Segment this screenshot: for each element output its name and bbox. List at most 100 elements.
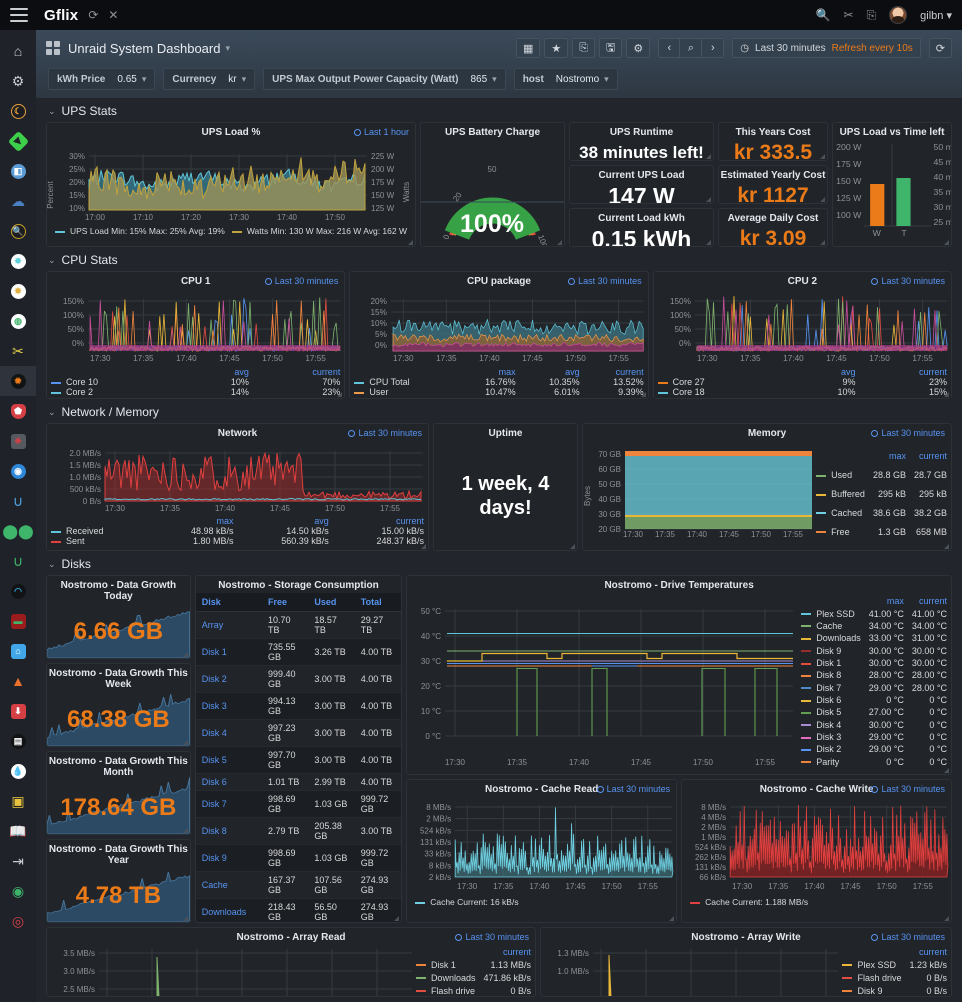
legend-item[interactable]: Disk 1 30.00 °C 30.00 °C: [797, 657, 951, 669]
sidebar-item-dots[interactable]: ⬤⬤: [0, 516, 36, 546]
panel-storage-consumption[interactable]: Nostromo - Storage Consumption Disk Free U…: [194, 575, 403, 923]
sidebar-item-shield[interactable]: ⬟: [0, 396, 36, 426]
search-icon[interactable]: 🔍: [815, 8, 831, 22]
legend-item[interactable]: Downloads 471.86 kB/s: [412, 971, 535, 984]
sidebar-item-lazy-librarian[interactable]: ▤: [0, 726, 36, 756]
resize-handle[interactable]: [421, 544, 426, 549]
resize-handle[interactable]: [669, 916, 675, 921]
resize-handle[interactable]: [944, 916, 949, 921]
sidebar-item-settings[interactable]: ⚙: [0, 66, 36, 96]
copy-icon[interactable]: ⎘: [866, 7, 877, 22]
legend-item[interactable]: Plex SSD 41.00 °C 41.00 °C: [797, 607, 951, 619]
legend-item[interactable]: CPU Total 16.76% 10.35% 13.52%: [350, 377, 647, 387]
panel-uptime[interactable]: Uptime 1 week, 4 days!: [433, 423, 578, 551]
column-header[interactable]: Used: [308, 593, 355, 612]
legend-item[interactable]: Disk 5 27.00 °C 0 °C: [797, 706, 951, 718]
panel-ups-load[interactable]: UPS Load % Last 1 hour 30% 25% 20% 15% 10% 22…: [46, 122, 416, 247]
legend-item[interactable]: Core 10 10% 70%: [47, 377, 344, 387]
sidebar-item-home[interactable]: ⌂: [0, 36, 36, 66]
legend-item[interactable]: Flash drive 0 B/s: [838, 971, 951, 984]
table-row[interactable]: Disk 3 994.13 GB 3.00 TB 4.00 TB: [195, 692, 402, 720]
avatar[interactable]: [889, 6, 908, 24]
resize-handle[interactable]: [182, 740, 188, 745]
time-forward-button[interactable]: ›: [702, 38, 725, 58]
column-header[interactable]: Disk: [195, 593, 262, 612]
sidebar-item-horseshoe[interactable]: ∪: [0, 546, 36, 576]
sidebar-item-sonarr[interactable]: ✸: [0, 276, 36, 306]
panel-data-growth-week[interactable]: Nostromo - Data Growth This Week 68.38 GB: [46, 663, 191, 747]
table-row[interactable]: Disk 4 997.23 GB 3.00 TB 4.00 TB: [195, 719, 402, 747]
panel-ups-battery[interactable]: UPS Battery Charge 0 20 50 100 100%: [420, 122, 565, 247]
legend-item[interactable]: Disk 1 1.13 MB/s: [412, 958, 535, 971]
legend-item[interactable]: Sent 1.80 MB/s 560.39 kB/s 248.37 kB/s: [47, 536, 428, 546]
legend-item[interactable]: Watts Min: 130 W Max: 216 W Avg: 162 W: [231, 226, 407, 236]
panel-data-growth-today[interactable]: Nostromo - Data Growth Today 6.66 GB: [46, 575, 191, 659]
sidebar-item-water-drop[interactable]: 💧: [0, 756, 36, 786]
variable-currency[interactable]: Currency kr ▾: [163, 68, 256, 90]
variable-value[interactable]: 865 ▾: [470, 73, 497, 85]
sidebar-item-grafana[interactable]: ✹: [0, 366, 36, 396]
table-row[interactable]: Disk 8 2.79 TB 205.38 GB 3.00 TB: [195, 817, 402, 845]
table-row[interactable]: Disk 7 998.69 GB 1.03 GB 999.72 GB: [195, 790, 402, 818]
row-header-disks[interactable]: ⌄ Disks: [46, 551, 952, 575]
panel-network[interactable]: Network Last 30 minutes 2.0 MB/s 1.5 MB/s…: [46, 423, 429, 551]
row-header-cpu[interactable]: ⌄ CPU Stats: [46, 247, 952, 271]
panel-current-load-kwh[interactable]: Current Load kWh 0.15 kWh: [569, 208, 714, 247]
row-header-netmem[interactable]: ⌄ Network / Memory: [46, 399, 952, 423]
sidebar-item-radarr[interactable]: ✸: [0, 246, 36, 276]
column-header[interactable]: Free: [262, 593, 309, 612]
legend-item[interactable]: Cached 38.6 GB 38.2 GB: [812, 503, 951, 522]
panel-array-read[interactable]: Nostromo - Array Read Last 30 minutes 3.…: [46, 927, 536, 997]
table-row[interactable]: Disk 5 997.70 GB 3.00 TB 4.00 TB: [195, 746, 402, 774]
table-row[interactable]: Downloads 218.43 GB 56.50 GB 274.93 GB: [195, 898, 402, 922]
star-button[interactable]: ★: [544, 38, 569, 58]
sidebar-item-github[interactable]: ◉: [0, 876, 36, 906]
resize-handle[interactable]: [706, 154, 711, 159]
legend-item[interactable]: Disk 7 29.00 °C 28.00 °C: [797, 681, 951, 693]
sidebar-item-books[interactable]: 📖: [0, 816, 36, 846]
resize-handle[interactable]: [182, 828, 188, 833]
panel-ups-runtime[interactable]: UPS Runtime 38 minutes left!: [569, 122, 714, 161]
variable-ups-max-output-power-capacity-watt[interactable]: UPS Max Output Power Capacity (Watt) 865 ▾: [263, 68, 506, 90]
resize-handle[interactable]: [337, 392, 343, 397]
legend-item[interactable]: Core 18 10% 15%: [654, 387, 951, 397]
resize-handle[interactable]: [706, 197, 711, 202]
resize-handle[interactable]: [182, 916, 188, 921]
refresh-icon[interactable]: ⟳: [88, 8, 99, 22]
resize-handle[interactable]: [570, 544, 575, 549]
sidebar-item-download[interactable]: ⬇: [0, 696, 36, 726]
save-button[interactable]: 🖫: [599, 38, 623, 58]
add-panel-button[interactable]: ▦: [515, 38, 541, 58]
resize-handle[interactable]: [640, 392, 646, 397]
resize-handle[interactable]: [820, 240, 825, 245]
panel-cache-write[interactable]: Nostromo - Cache Write Last 30 minutes 8…: [681, 779, 952, 923]
legend-item[interactable]: User 10.47% 6.01% 9.39%: [350, 387, 647, 397]
sidebar-item-lidarr[interactable]: ◍: [0, 306, 36, 336]
table-row[interactable]: Disk 1 735.55 GB 3.26 TB 4.00 TB: [195, 638, 402, 666]
menu-icon[interactable]: [10, 8, 28, 22]
sidebar-item-magnet[interactable]: ∪: [0, 486, 36, 516]
resize-handle[interactable]: [557, 240, 562, 245]
panel-data-growth-year[interactable]: Nostromo - Data Growth This Year 4.78 TB: [46, 839, 191, 923]
resize-handle[interactable]: [944, 544, 949, 549]
panel-cpu-2[interactable]: CPU 2 Last 30 minutes 150% 100% 50% 0% 17:30 17…: [652, 271, 952, 399]
column-header[interactable]: Total: [354, 593, 402, 612]
legend-item[interactable]: UPS Load Min: 15% Max: 25% Avg: 19%: [55, 226, 225, 236]
legend-item[interactable]: Downloads 33.00 °C 31.00 °C: [797, 632, 951, 644]
sidebar-item-cloud[interactable]: ☁: [0, 186, 36, 216]
row-header-ups[interactable]: ⌄ UPS Stats: [46, 98, 952, 122]
table-row[interactable]: Disk 2 999.40 GB 3.00 TB 4.00 TB: [195, 665, 402, 693]
zoom-out-button[interactable]: ⌕: [680, 38, 703, 58]
legend-item[interactable]: Disk 8 28.00 °C 28.00 °C: [797, 669, 951, 681]
panel-ups-load-vs-time[interactable]: UPS Load vs Time left 200 W 175 W 150 W 125…: [832, 122, 952, 247]
resize-handle[interactable]: [944, 240, 949, 245]
sidebar-item-search-app[interactable]: 🔍: [0, 216, 36, 246]
resize-handle[interactable]: [182, 652, 188, 657]
legend-item[interactable]: Plex SSD 1.23 kB/s: [838, 958, 951, 971]
legend-item[interactable]: Cache Current: 1.188 MB/s: [682, 897, 951, 907]
page-title[interactable]: Unraid System Dashboard: [68, 40, 221, 56]
time-range-picker[interactable]: ◷ Last 30 minutes Refresh every 10s: [732, 38, 921, 58]
sidebar-item-ubooquity[interactable]: ◎: [0, 906, 36, 936]
